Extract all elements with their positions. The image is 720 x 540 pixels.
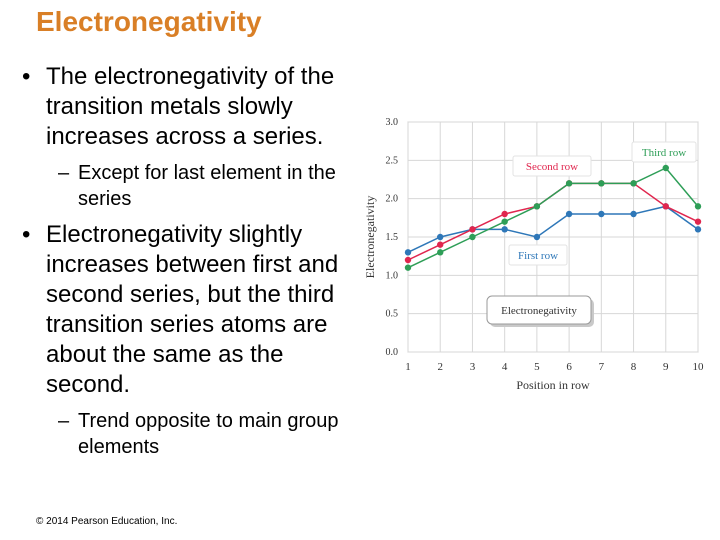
y-tick-label: 2.0 xyxy=(386,194,399,205)
x-tick-label: 1 xyxy=(405,361,411,373)
data-point xyxy=(404,249,412,256)
series-line xyxy=(407,167,699,269)
dash-glyph: – xyxy=(58,410,70,432)
data-point xyxy=(694,218,702,225)
data-point xyxy=(565,180,573,187)
data-point xyxy=(469,226,476,233)
bullet-text: Electronegativity slightly increases bet… xyxy=(46,221,339,398)
bullet-glyph: • xyxy=(22,221,31,248)
data-point xyxy=(404,264,412,271)
y-tick-label: 0.5 xyxy=(386,309,399,320)
sub-bullet-text: Except for last element in the series xyxy=(78,162,336,210)
bullet-item: • Electronegativity slightly increases b… xyxy=(22,220,367,400)
series-label-second-row: Second row xyxy=(526,161,578,173)
series-label-second-row-box xyxy=(512,155,592,177)
series-label-third-row: Third row xyxy=(642,147,686,159)
x-tick-label: 8 xyxy=(631,361,637,373)
y-tick-label: 3.0 xyxy=(386,117,399,128)
x-tick-label: 4 xyxy=(502,361,508,373)
slide-title: Electronegativity xyxy=(36,6,262,37)
x-tick-label: 9 xyxy=(663,361,669,373)
sub-bullet-item: – Trend opposite to main group elements xyxy=(22,408,367,460)
data-point xyxy=(469,233,476,241)
data-point xyxy=(437,249,444,256)
y-axis-label: Electronegativity xyxy=(363,196,377,279)
dash-glyph: – xyxy=(58,162,70,184)
data-point xyxy=(437,241,444,248)
data-point xyxy=(533,203,541,210)
copyright-notice: © 2014 Pearson Education, Inc. xyxy=(36,516,178,527)
data-point xyxy=(694,226,702,233)
x-tick-label: 2 xyxy=(437,361,443,373)
bullet-text: The electronegativity of the transition … xyxy=(46,63,335,150)
bullet-list: • The electronegativity of the transitio… xyxy=(22,62,367,460)
data-point xyxy=(694,203,702,210)
series-label-first-row-box xyxy=(508,244,568,266)
legend-note-label: Electronegativity xyxy=(501,305,577,317)
data-point xyxy=(501,210,508,218)
series-label-third-row-box xyxy=(631,141,697,163)
data-point xyxy=(598,210,605,218)
data-point xyxy=(501,226,508,233)
data-point xyxy=(662,203,669,210)
y-tick-label: 1.5 xyxy=(386,232,399,243)
x-tick-label: 3 xyxy=(470,361,476,373)
data-point xyxy=(404,256,412,264)
bullet-item: • The electronegativity of the transitio… xyxy=(22,62,367,152)
series-label-first-row: First row xyxy=(518,250,558,262)
data-point xyxy=(565,210,573,218)
data-point xyxy=(501,218,508,225)
electronegativity-line-chart: 0.0 0.5 1.0 1.5 2.0 2.5 3.0 1 2 3 4 5 6 7 8 9 10 Position… xyxy=(363,117,705,392)
data-point xyxy=(533,233,541,241)
x-axis-label: Position in row xyxy=(516,378,590,392)
y-tick-label: 2.5 xyxy=(386,155,399,166)
y-tick-label: 1.0 xyxy=(386,270,399,281)
data-point xyxy=(630,210,637,218)
data-point xyxy=(662,164,669,172)
x-tick-label: 7 xyxy=(599,361,605,373)
x-tick-label: 5 xyxy=(534,361,540,373)
data-point xyxy=(630,180,637,187)
data-point xyxy=(598,180,605,187)
bullet-glyph: • xyxy=(22,63,31,90)
x-tick-label: 6 xyxy=(566,361,572,373)
data-point xyxy=(437,233,444,241)
x-tick-label: 10 xyxy=(693,361,705,373)
series-line xyxy=(407,205,699,254)
sub-bullet-item: – Except for last element in the series xyxy=(22,160,367,212)
legend-note-box xyxy=(486,295,592,325)
sub-bullet-text: Trend opposite to main group elements xyxy=(78,410,339,458)
y-tick-label: 0.0 xyxy=(386,347,399,358)
